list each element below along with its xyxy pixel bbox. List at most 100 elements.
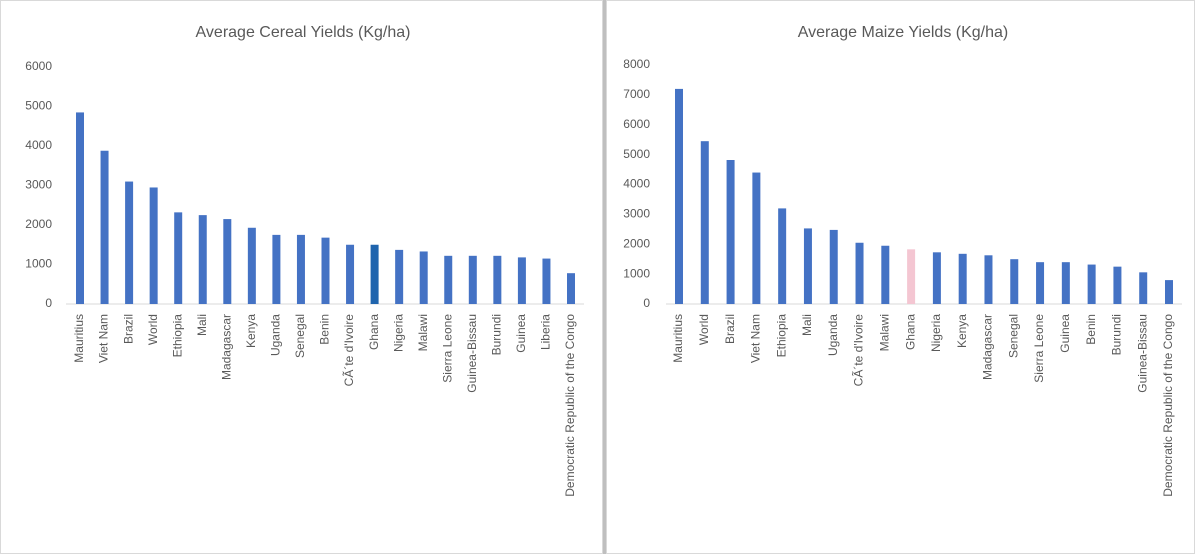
x-tick-label: Senegal (293, 314, 307, 358)
bar (1087, 264, 1096, 304)
x-tick-label: Benin (1084, 314, 1098, 345)
x-tick-label: Kenya (955, 314, 969, 348)
x-tick-label: Guinea (514, 314, 528, 353)
chart-panel (606, 0, 1195, 554)
x-tick-label: Ethiopia (170, 314, 184, 358)
x-tick-label: Guinea-Bissau (465, 314, 479, 393)
y-tick-label: 3000 (623, 207, 650, 221)
bar (542, 258, 551, 304)
bar (444, 255, 453, 304)
x-tick-label: Sierra Leone (1032, 314, 1046, 383)
bar (1010, 259, 1019, 304)
x-tick-label: Nigeria (929, 314, 943, 352)
y-tick-label: 1000 (623, 266, 650, 280)
x-tick-label: Viet Nam (97, 314, 111, 363)
y-tick-label: 0 (643, 296, 650, 310)
x-tick-label: Ghana (367, 314, 381, 350)
y-tick-label: 2000 (623, 236, 650, 250)
x-tick-label: Malawi (877, 314, 891, 351)
bar (296, 234, 305, 304)
chart-title: Average Maize Yields (Kg/ha) (798, 24, 1008, 41)
bar (675, 88, 683, 305)
x-tick-label: Brazil (121, 314, 135, 344)
bar (468, 255, 477, 304)
y-tick-label: 4000 (623, 177, 650, 191)
y-tick-label: 7000 (623, 87, 650, 101)
x-tick-label: Uganda (269, 314, 283, 356)
y-tick-label: 5000 (25, 99, 52, 113)
x-tick-label: Viet Nam (749, 314, 763, 363)
divider (603, 0, 606, 554)
bar (247, 227, 256, 304)
x-tick-label: Mali (800, 314, 814, 336)
x-tick-label: Nigeria (391, 314, 405, 352)
y-tick-label: 1000 (25, 257, 52, 271)
y-tick-label: 4000 (25, 138, 52, 152)
x-tick-label: Liberia (539, 314, 553, 350)
x-tick-label: Madagascar (219, 314, 233, 380)
bar (149, 187, 158, 304)
x-tick-label: CÃ´te d'Ivoire (852, 314, 866, 387)
bar (198, 215, 207, 304)
x-tick-label: World (697, 314, 711, 345)
bar (726, 160, 735, 304)
bar (700, 141, 709, 304)
bar (881, 245, 890, 304)
y-tick-label: 6000 (623, 117, 650, 131)
bar (125, 181, 134, 304)
bar (419, 251, 428, 304)
bar (752, 172, 761, 304)
bar (493, 255, 502, 304)
bar (1036, 262, 1045, 304)
x-tick-label: Guinea-Bissau (1135, 314, 1149, 393)
bar (984, 255, 993, 304)
x-tick-label: Malawi (416, 314, 430, 351)
x-tick-label: Sierra Leone (440, 314, 454, 383)
bar (1139, 272, 1148, 304)
x-tick-label: Ghana (903, 314, 917, 350)
bar (174, 212, 183, 304)
bar (517, 257, 526, 304)
x-tick-label: Mali (195, 314, 209, 336)
bar (932, 252, 941, 304)
bar (1165, 280, 1173, 304)
bar (855, 242, 864, 304)
bar (778, 208, 787, 304)
x-tick-label: Uganda (826, 314, 840, 356)
x-tick-label: Ethiopia (774, 314, 788, 358)
bar (395, 249, 404, 304)
chart-title: Average Cereal Yields (Kg/ha) (196, 24, 411, 41)
x-tick-label: Democratic Republic of the Congo (1161, 314, 1175, 497)
x-tick-label: Burundi (1110, 314, 1124, 355)
x-tick-label: Mauritius (671, 314, 685, 363)
x-tick-label: Democratic Republic of the Congo (563, 314, 577, 497)
y-tick-label: 8000 (623, 57, 650, 71)
bar (1061, 262, 1070, 304)
bar (223, 219, 232, 304)
bar (346, 244, 355, 304)
bar (907, 249, 916, 304)
x-tick-label: World (146, 314, 160, 345)
bar (76, 112, 84, 304)
y-tick-label: 3000 (25, 178, 52, 192)
x-tick-label: Benin (318, 314, 332, 345)
x-tick-label: Brazil (723, 314, 737, 344)
bar (803, 228, 812, 304)
bar (272, 234, 281, 304)
bar (829, 229, 838, 304)
x-tick-label: Burundi (490, 314, 504, 355)
y-tick-label: 2000 (25, 217, 52, 231)
y-tick-label: 0 (45, 296, 52, 310)
bar (1113, 266, 1122, 304)
bar (100, 150, 109, 304)
x-tick-label: Kenya (244, 314, 258, 348)
x-tick-label: Guinea (1058, 314, 1072, 353)
bar (370, 244, 379, 304)
x-tick-label: Mauritius (72, 314, 86, 363)
bar (321, 237, 330, 304)
x-tick-label: Madagascar (981, 314, 995, 380)
bar (567, 273, 575, 304)
x-tick-label: CÃ´te d'Ivoire (342, 314, 356, 387)
y-tick-label: 6000 (25, 59, 52, 73)
